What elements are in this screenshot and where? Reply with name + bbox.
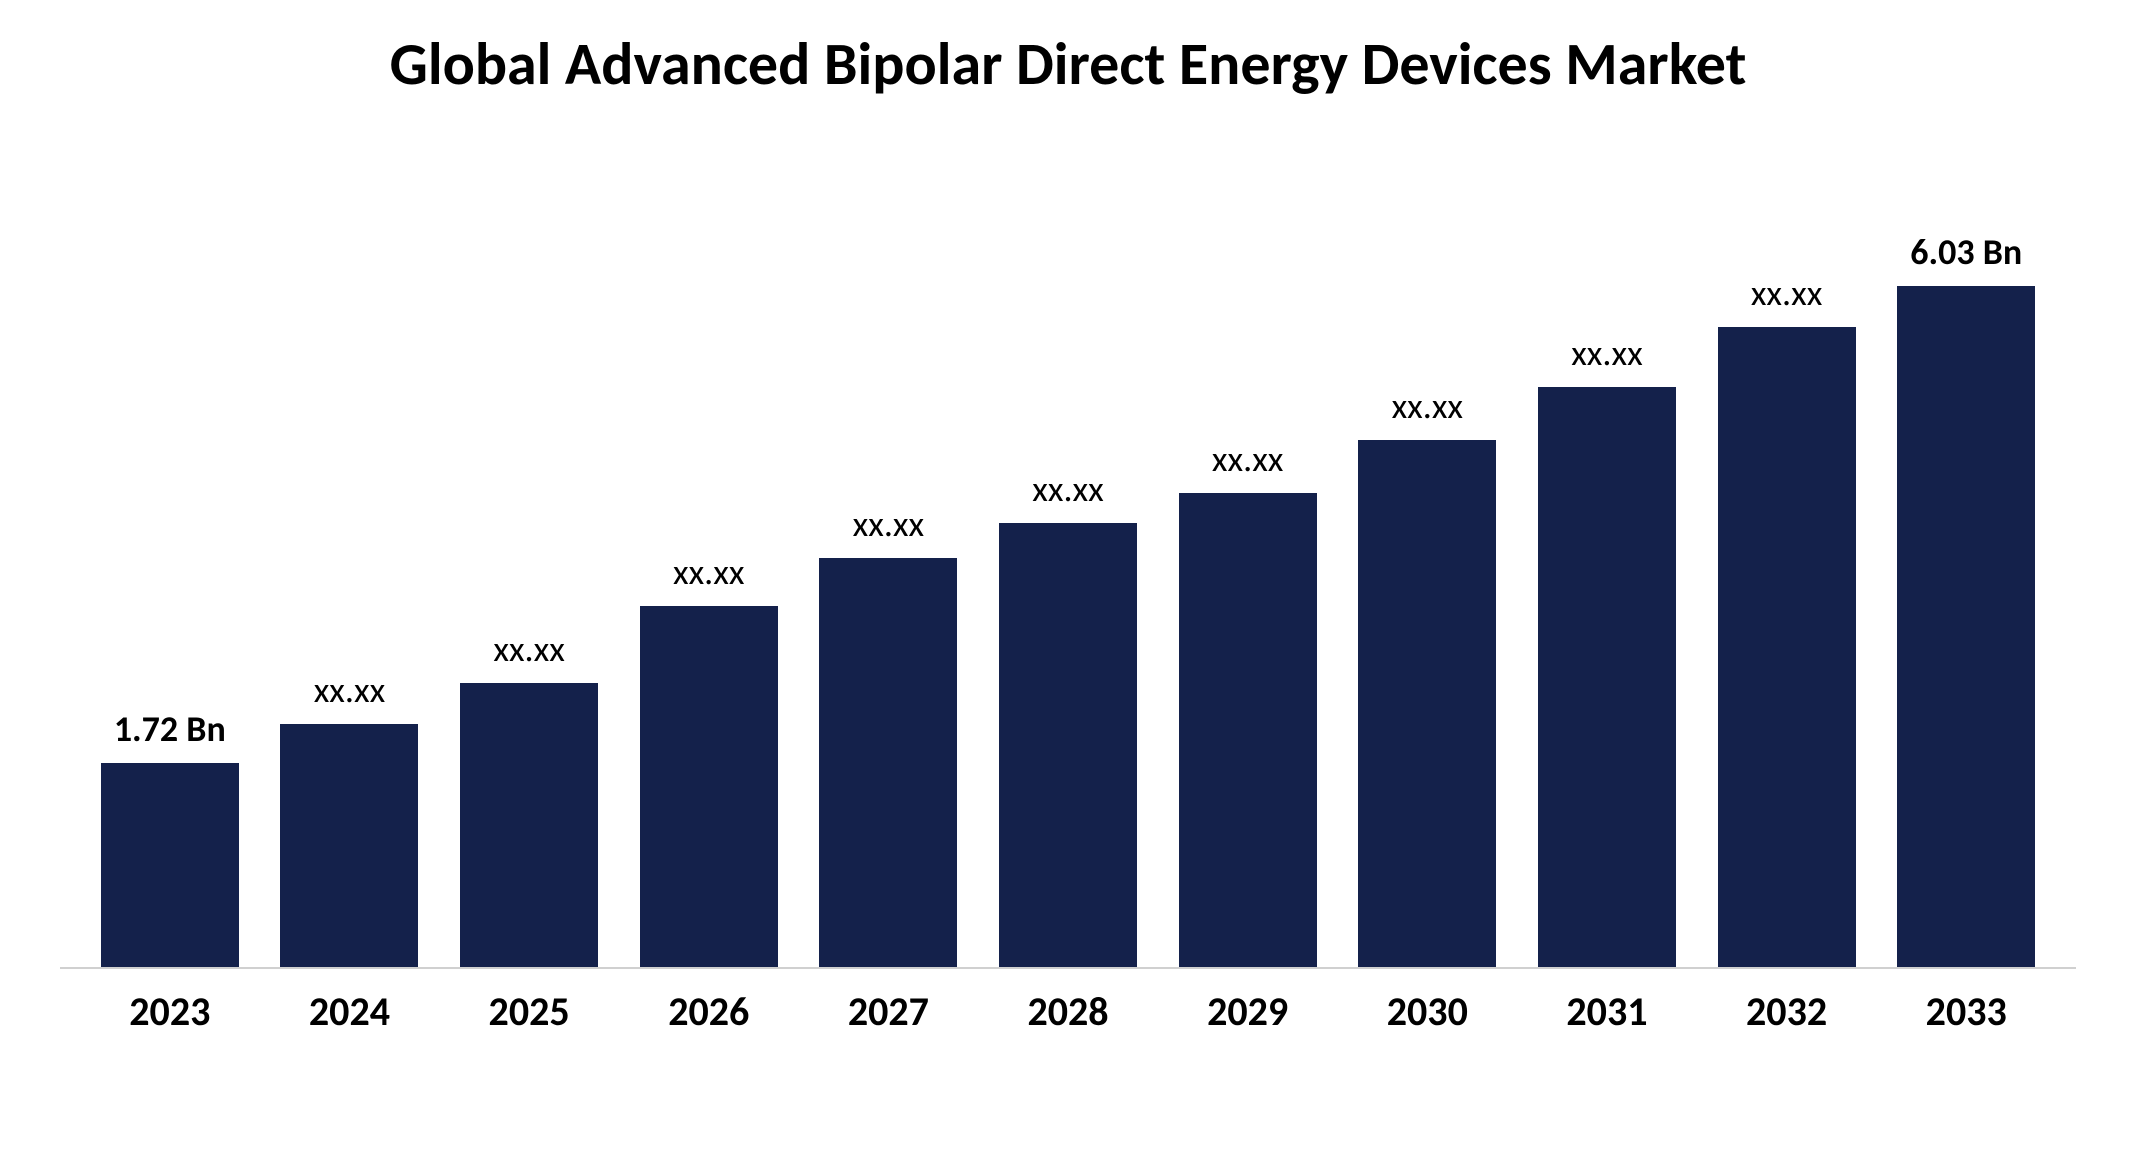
bar-value-label: xx.xx (493, 627, 564, 671)
bars-container: 1.72 Bn xx.xx xx.xx xx.xx xx.xx xx.xx xx.xx xx.… (60, 199, 2076, 967)
bar-group: 6.03 Bn (1876, 199, 2056, 967)
bar-group: xx.xx (439, 199, 619, 967)
x-axis-label: 2023 (80, 987, 260, 1036)
bar (1179, 493, 1317, 967)
x-axis-label: 2033 (1876, 987, 2056, 1036)
x-axis: 2023202420252026202720282029203020312032… (60, 969, 2076, 1036)
bar-group: xx.xx (799, 199, 979, 967)
bar-value-label: 6.03 Bn (1910, 230, 2022, 274)
x-axis-label: 2032 (1697, 987, 1877, 1036)
bar-group: xx.xx (1337, 199, 1517, 967)
bar (1897, 286, 2035, 967)
bar-group: xx.xx (978, 199, 1158, 967)
bar-value-label: xx.xx (853, 502, 924, 546)
bar-value-label: xx.xx (673, 550, 744, 594)
x-axis-label: 2030 (1337, 987, 1517, 1036)
bar-group: xx.xx (1158, 199, 1338, 967)
bar-value-label: xx.xx (1392, 384, 1463, 428)
bar (1718, 327, 1856, 967)
x-axis-label: 2031 (1517, 987, 1697, 1036)
bar-group: xx.xx (1517, 199, 1697, 967)
bar-value-label: xx.xx (314, 668, 385, 712)
bar (280, 724, 418, 967)
x-axis-label: 2028 (978, 987, 1158, 1036)
bar-value-label: xx.xx (1751, 271, 1822, 315)
x-axis-label: 2026 (619, 987, 799, 1036)
bar (1358, 440, 1496, 967)
x-axis-label: 2027 (799, 987, 979, 1036)
chart-title: Global Advanced Bipolar Direct Energy De… (60, 30, 2076, 99)
bar-group: xx.xx (619, 199, 799, 967)
bar-group: xx.xx (1697, 199, 1877, 967)
bar (101, 763, 239, 967)
bar (640, 606, 778, 967)
bar (819, 558, 957, 967)
chart-plot-area: 1.72 Bn xx.xx xx.xx xx.xx xx.xx xx.xx xx.xx xx.… (60, 199, 2076, 969)
bar-value-label: 1.72 Bn (114, 707, 226, 751)
bar-value-label: xx.xx (1032, 467, 1103, 511)
x-axis-label: 2029 (1158, 987, 1338, 1036)
bar-value-label: xx.xx (1212, 437, 1283, 481)
bar (460, 683, 598, 967)
bar-group: xx.xx (260, 199, 440, 967)
bar-value-label: xx.xx (1571, 331, 1642, 375)
bar-group: 1.72 Bn (80, 199, 260, 967)
x-axis-label: 2025 (439, 987, 619, 1036)
x-axis-label: 2024 (260, 987, 440, 1036)
bar (1538, 387, 1676, 967)
bar (999, 523, 1137, 967)
